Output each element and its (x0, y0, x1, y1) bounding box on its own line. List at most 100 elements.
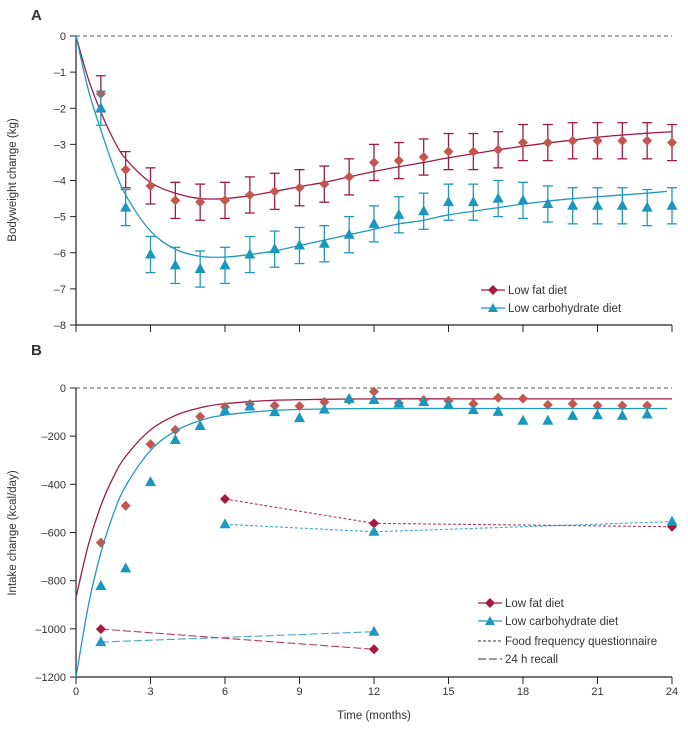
y-tick-label: 0 (60, 383, 66, 395)
diamond-marker (393, 155, 404, 166)
diamond-marker (344, 171, 355, 182)
diamond-marker (294, 182, 305, 193)
x-axis-title: Time (months) (337, 710, 411, 722)
diamond-marker (468, 146, 479, 157)
panel-a-label: A (31, 7, 42, 24)
triangle-marker (343, 228, 355, 239)
triangle-marker (517, 194, 529, 205)
diamond-marker (518, 137, 528, 148)
panel-b-plot: 0 –200 –400 –600 –800 –1000 –1200 0 3 6 9 12 15 18 21 2… (35, 383, 678, 698)
x-tick-label: 15 (442, 686, 454, 698)
diamond-marker (418, 152, 429, 163)
panel-a-legend: Low fat diet Low carbohydrate diet (481, 285, 622, 315)
triangle-marker (318, 237, 330, 248)
triangle-marker (418, 395, 430, 406)
y-tick-label: –6 (54, 248, 66, 260)
panel-a-plot: 0 –1 –2 –3 –4 –5 –6 –7 –8 (54, 31, 678, 332)
legend-label: Low fat diet (505, 598, 565, 610)
legend-item-low-carb: Low carbohydrate diet (481, 303, 622, 315)
x-tick-label: 9 (296, 686, 302, 698)
triangle-marker (120, 201, 132, 212)
diamond-marker (95, 624, 106, 635)
diamond-marker (592, 135, 603, 146)
triangle-marker (418, 205, 430, 216)
panel-a-y-axis-title: Bodyweight change (kg) (7, 118, 19, 242)
x-tick-label: 21 (591, 686, 603, 698)
ffq-line (224, 521, 673, 533)
triangle-marker (368, 525, 380, 536)
legend-label: Low carbohydrate diet (508, 303, 622, 315)
y-tick-label: –800 (42, 576, 66, 588)
triangle-marker (641, 408, 653, 419)
legend-label: Low fat diet (508, 285, 568, 297)
diamond-marker-icon (488, 285, 498, 295)
triangle-marker-icon (485, 616, 495, 625)
diamond-marker (145, 180, 156, 191)
y-tick-label: –600 (42, 528, 66, 540)
triangle-marker (542, 414, 554, 425)
triangle-marker (219, 259, 231, 270)
legend-item-low-fat: Low fat diet (478, 598, 565, 610)
series-low-fat-diet-food-frequency-questionnaire (220, 494, 677, 532)
diamond-marker (195, 197, 206, 208)
diamond-marker (518, 393, 528, 404)
legend-item-low-fat: Low fat diet (481, 285, 568, 297)
triangle-marker (616, 199, 628, 210)
recall-line (100, 631, 375, 643)
diamond-marker-icon (485, 598, 495, 608)
y-tick-label: –3 (54, 139, 66, 151)
y-tick-label: 0 (60, 31, 66, 43)
diamond-marker (369, 644, 379, 655)
diamond-marker (369, 157, 379, 168)
diamond-marker (170, 195, 181, 206)
triangle-marker (368, 394, 380, 405)
triangle-marker-icon (488, 303, 498, 312)
x-tick-label: 6 (222, 686, 228, 698)
diamond-marker (443, 146, 454, 157)
y-tick-label: –1 (54, 67, 66, 79)
diamond-marker (617, 135, 628, 146)
triangle-marker (443, 399, 454, 410)
y-tick-label: –1200 (35, 672, 66, 684)
triangle-marker (244, 400, 256, 411)
x-tick-label: 3 (147, 686, 153, 698)
fitted-curve (75, 398, 672, 598)
triangle-marker (492, 405, 504, 416)
triangle-marker (145, 248, 156, 259)
triangle-marker (616, 409, 628, 420)
triangle-marker (95, 636, 107, 647)
triangle-marker (567, 199, 579, 210)
triangle-marker (368, 217, 380, 228)
triangle-marker (194, 420, 206, 431)
y-tick-label: –7 (54, 284, 66, 296)
diamond-marker (542, 137, 553, 148)
ffq-line (224, 498, 673, 528)
triangle-marker (592, 199, 603, 210)
series-low-carbohydrate-diet-food-frequency-questionnaire (219, 515, 678, 536)
diamond-marker (567, 398, 578, 409)
diamond-marker (468, 398, 479, 409)
triangle-marker (343, 392, 355, 403)
triangle-marker (95, 579, 107, 590)
triangle-marker (318, 403, 330, 414)
series-low-fat-diet (75, 35, 677, 221)
triangle-marker (244, 248, 256, 259)
diamond-marker (642, 135, 653, 146)
y-tick-label: –4 (54, 176, 66, 188)
legend-item-24h-recall: 24 h recall (478, 654, 558, 666)
diamond-marker (145, 439, 156, 450)
x-tick-label: 18 (517, 686, 529, 698)
series-low-carbohydrate-diet (75, 35, 678, 288)
triangle-marker (368, 625, 380, 636)
diamond-marker (319, 396, 330, 407)
triangle-marker (592, 409, 603, 420)
x-tick-label: 12 (368, 686, 380, 698)
series-low-carbohydrate-diet-24-h-recall (95, 625, 380, 647)
legend-label: Low carbohydrate diet (505, 616, 619, 628)
triangle-marker (467, 404, 479, 415)
triangle-marker (492, 192, 504, 203)
panel-b-legend: Low fat diet Low carbohydrate diet Food … (478, 598, 657, 666)
diamond-marker (244, 189, 255, 200)
diamond-marker (220, 195, 230, 206)
